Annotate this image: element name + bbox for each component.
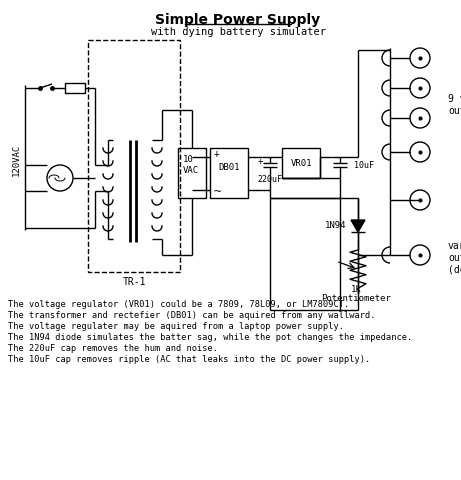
Text: +: + xyxy=(214,149,220,159)
Text: ~: ~ xyxy=(213,185,221,199)
Text: The 10uF cap removes ripple (AC that leaks into the DC power supply).: The 10uF cap removes ripple (AC that lea… xyxy=(8,355,370,364)
Text: 10uF: 10uF xyxy=(354,160,374,169)
Text: 1N94: 1N94 xyxy=(325,220,346,229)
Text: The 1N94 diode simulates the batter sag, while the pot changes the impedance.: The 1N94 diode simulates the batter sag,… xyxy=(8,333,412,342)
Text: The transformer and rectefier (DB01) can be aquired from any wallward.: The transformer and rectefier (DB01) can… xyxy=(8,311,376,320)
Text: The voltage regulater may be aquired from a laptop power supply.: The voltage regulater may be aquired fro… xyxy=(8,322,344,331)
Text: VR01: VR01 xyxy=(290,158,312,168)
Text: DB01: DB01 xyxy=(218,164,240,172)
Text: 1k: 1k xyxy=(351,285,361,294)
Polygon shape xyxy=(351,220,365,232)
Bar xyxy=(210,148,248,198)
Text: 220uF: 220uF xyxy=(258,176,283,184)
Text: The 220uF cap removes the hum and noise.: The 220uF cap removes the hum and noise. xyxy=(8,344,218,353)
Text: TR-1: TR-1 xyxy=(122,277,146,287)
Bar xyxy=(88,40,180,272)
Bar xyxy=(282,148,320,178)
Text: 10
VAC: 10 VAC xyxy=(183,156,199,175)
Text: variable
output
(dead batter effect): variable output (dead batter effect) xyxy=(448,241,461,275)
Text: Simple Power Supply: Simple Power Supply xyxy=(155,13,320,27)
Text: Potentiometer: Potentiometer xyxy=(321,294,391,303)
Text: The voltage regulator (VR01) could be a 7809, 78L09, or LM7809CT.: The voltage regulator (VR01) could be a … xyxy=(8,300,349,309)
Text: with dying battery simulater: with dying battery simulater xyxy=(150,27,325,37)
Text: 120VAC: 120VAC xyxy=(12,144,20,176)
Text: 9 volt
outputs: 9 volt outputs xyxy=(448,94,461,116)
Bar xyxy=(65,83,85,93)
Bar xyxy=(178,148,206,198)
Text: +: + xyxy=(257,157,263,167)
